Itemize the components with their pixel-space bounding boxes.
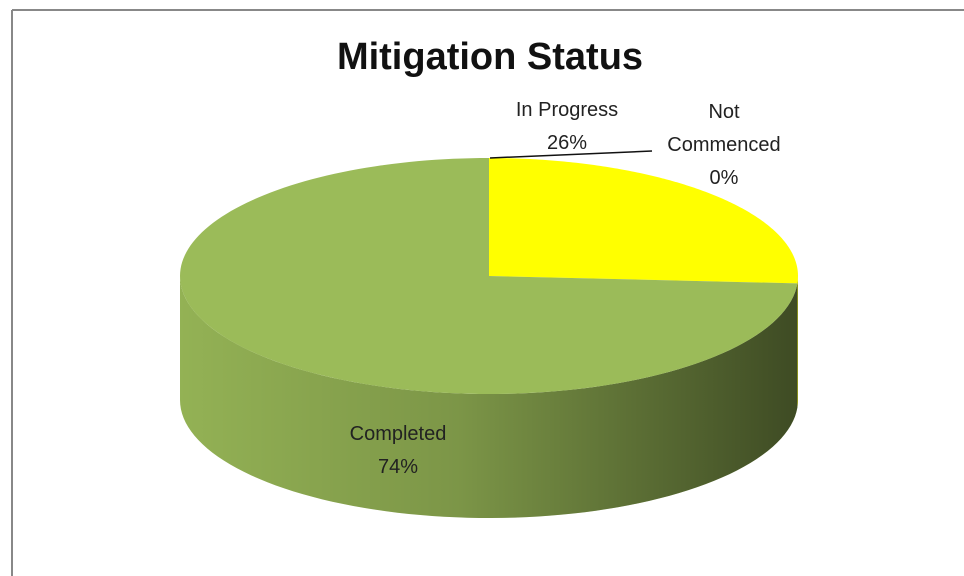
- label-category: In Progress: [515, 99, 619, 121]
- pie-slice: [489, 158, 798, 284]
- label-value: 26%: [546, 132, 588, 154]
- pie-side-shade: [797, 276, 798, 408]
- leader-line: [489, 150, 653, 159]
- label-value: 0%: [709, 167, 739, 189]
- data-label: In Progress 26%: [516, 94, 618, 160]
- label-value: 74%: [377, 456, 419, 478]
- pie-side-shade: [180, 276, 798, 518]
- chart-title: Mitigation Status: [336, 36, 644, 78]
- label-category: Completed: [349, 423, 447, 445]
- pie-slice: [180, 158, 798, 394]
- label-category: Not Commenced: [667, 101, 781, 156]
- data-label: Not Commenced 0%: [659, 96, 789, 195]
- data-label: Completed 74%: [350, 418, 447, 484]
